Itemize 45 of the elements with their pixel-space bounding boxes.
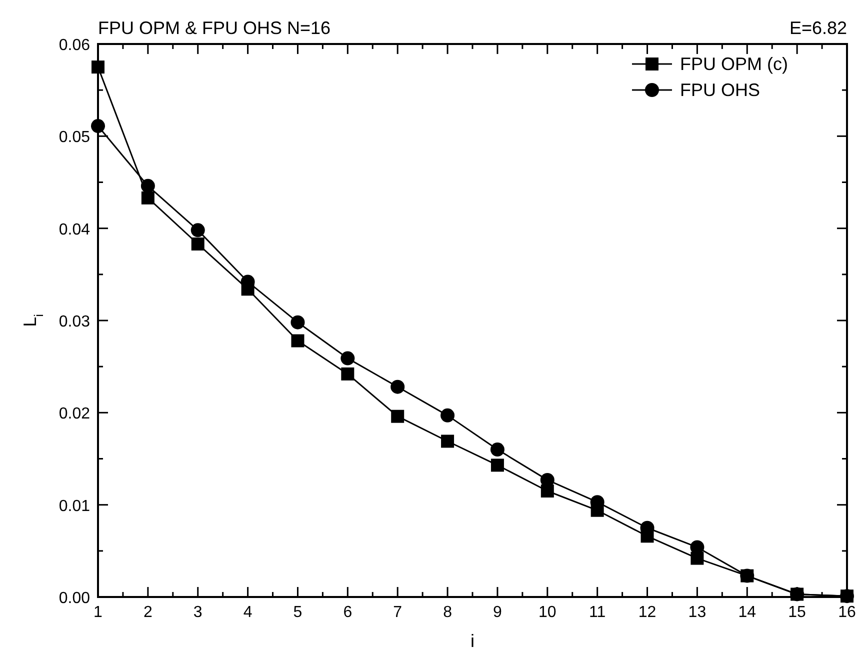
- x-tick-label: 4: [243, 604, 252, 621]
- legend-label: FPU OHS: [680, 80, 760, 100]
- point: [191, 238, 204, 250]
- x-tick-label: 2: [143, 604, 152, 621]
- point: [440, 408, 455, 422]
- point: [340, 351, 355, 366]
- point: [290, 315, 305, 330]
- point: [391, 410, 404, 423]
- y-tick-label: 0.00: [58, 590, 90, 607]
- point: [441, 434, 454, 448]
- y-tick-label: 0.06: [58, 37, 90, 54]
- point: [390, 380, 405, 394]
- chart-title: FPU OPM & FPU OHS N=16: [98, 18, 331, 38]
- x-tick-label: 15: [788, 604, 806, 621]
- x-tick-label: 8: [443, 604, 452, 621]
- y-tick-label: 0.03: [58, 314, 90, 330]
- point: [690, 552, 704, 565]
- point: [291, 334, 304, 348]
- x-tick-label: 6: [343, 604, 352, 621]
- text: E=6.82: [789, 18, 847, 38]
- point: [190, 223, 205, 238]
- point: [490, 458, 504, 472]
- y-tick-label: 0.04: [58, 221, 90, 238]
- x-tick-label: 7: [393, 604, 402, 621]
- legend-label: FPU OPM (c): [680, 54, 788, 74]
- x-tick-label: 11: [589, 604, 606, 621]
- x-axis-title: i: [470, 631, 474, 651]
- point: [341, 367, 354, 380]
- x-tick-label: 9: [493, 604, 502, 621]
- y-tick-label: 0.02: [58, 406, 90, 423]
- y-tick-label: 0.01: [58, 498, 90, 515]
- x-tick-label: 1: [94, 604, 103, 621]
- x-tick-label: 10: [538, 604, 556, 621]
- point: [141, 191, 154, 204]
- x-tick-label: 13: [688, 604, 706, 621]
- x-tick-label: 3: [193, 604, 202, 621]
- point: [140, 178, 155, 193]
- x-tick-label: 14: [738, 604, 756, 621]
- point: [91, 119, 105, 134]
- point: [92, 60, 104, 74]
- point: [490, 442, 504, 457]
- x-tick-label: 12: [638, 604, 656, 621]
- x-tick-label: 5: [293, 604, 302, 621]
- y-tick-label: 0.05: [58, 129, 90, 146]
- x-tick-label: 16: [838, 604, 856, 621]
